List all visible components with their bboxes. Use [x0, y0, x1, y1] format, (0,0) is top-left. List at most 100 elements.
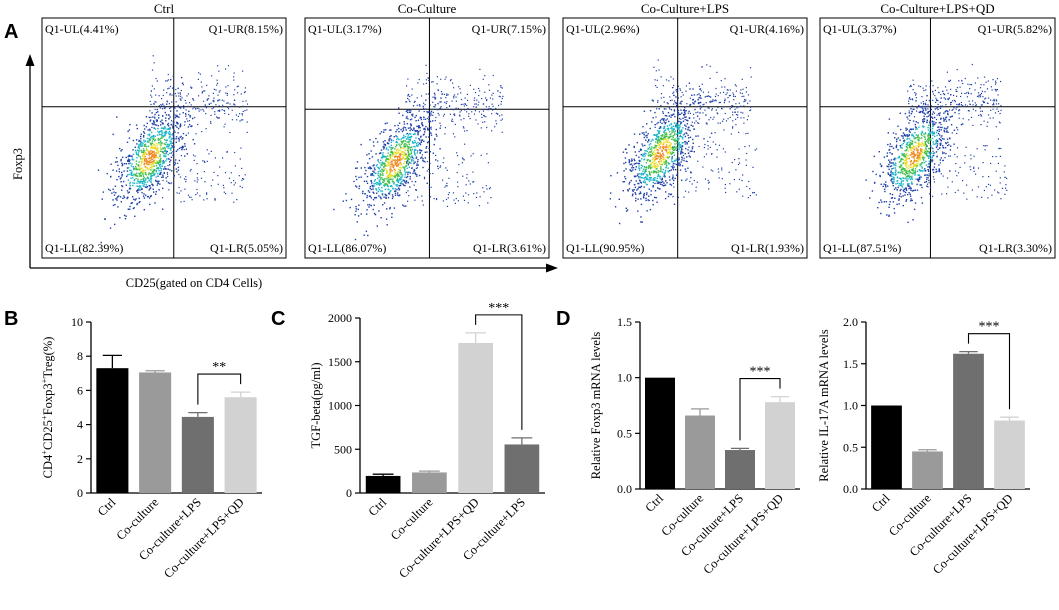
y-tick-label: 2	[77, 452, 83, 466]
y-tick-label: 1500	[328, 355, 352, 369]
category-label: Ctrl	[95, 495, 119, 519]
quadrant-ll-label: Q1-LL(90.95%)	[566, 241, 644, 255]
flow-y-axis-label: Foxp3	[11, 148, 25, 180]
y-tick-label: 8	[77, 349, 83, 363]
category-label: Co-culture	[388, 495, 436, 543]
y-tick-label: 500	[334, 442, 352, 456]
flow-plot-4: Co-Culture+LPS+QD Q1-UL(3.37%) Q1-UR(5.82%…	[819, 1, 1056, 259]
y-tick-label: 1.5	[843, 357, 858, 371]
bar-chart-4: 0.0 0.5 1.0 1.5 2.0 Relative IL-17A mRNA leve…	[817, 315, 1030, 577]
quadrant-ul-label: Q1-UL(3.17%)	[308, 22, 382, 36]
y-tick-label: 1000	[328, 399, 352, 413]
bar	[645, 377, 675, 489]
bar	[139, 372, 172, 493]
quadrant-ul-label: Q1-UL(4.41%)	[45, 22, 119, 36]
flow-cytometry-panel: Foxp3 CD25(gated on CD4 Cells) Ctrl Q1-UL…	[11, 1, 1056, 290]
y-axis-label: Relative IL-17A mRNA levels	[817, 329, 831, 482]
flow-plot-frame	[41, 17, 287, 259]
flow-plot-1: Ctrl Q1-UL(4.41%) Q1-UR(8.15%) Q1-LL(82.39%…	[41, 1, 287, 259]
significance-bracket	[197, 373, 242, 405]
event-density-cloud	[865, 63, 1008, 223]
bar	[504, 444, 540, 493]
bar	[994, 420, 1025, 489]
quadrant-ur-label: Q1-UR(4.16%)	[730, 22, 804, 36]
y-tick-label: 0	[346, 486, 352, 500]
y-axis-label: TGF-beta(pg/ml)	[309, 362, 323, 448]
y-axis-label: Relative Foxp3 mRNA levels	[589, 332, 603, 480]
bar	[953, 353, 984, 489]
quadrant-lr-label: Q1-LR(1.93%)	[731, 241, 804, 255]
quadrant-ul-label: Q1-UL(3.37%)	[823, 22, 897, 36]
bar	[181, 416, 214, 493]
quadrant-ll-label: Q1-LL(86.07%)	[308, 241, 386, 255]
flow-plot-title: Ctrl	[154, 1, 175, 16]
flow-plot-title: Co-Culture+LPS	[641, 1, 729, 16]
panel-letter-c: C	[271, 308, 285, 330]
bar	[365, 475, 401, 493]
bar-chart-1: 0 2 4 6 8 10 CD4+CD25+Foxp3+Treg(%) Ctrl Co-cult…	[39, 315, 262, 581]
category-label: Ctrl	[869, 491, 893, 515]
quadrant-ll-label: Q1-LL(82.39%)	[45, 241, 123, 255]
bar	[412, 472, 447, 493]
flow-plot-frame	[304, 17, 550, 259]
bar	[224, 397, 257, 493]
bar	[458, 342, 493, 493]
quadrant-lr-label: Q1-LR(3.30%)	[979, 241, 1052, 255]
quadrant-ur-label: Q1-UR(5.82%)	[978, 22, 1052, 36]
y-tick-label: 0.5	[617, 426, 632, 440]
bar	[871, 405, 902, 489]
y-tick-label: 0.5	[843, 440, 858, 454]
significance-bracket	[967, 333, 1011, 410]
bar	[765, 402, 795, 489]
y-tick-label: 1.5	[617, 315, 632, 329]
bar	[725, 450, 755, 489]
flow-plot-title: Co-Culture	[398, 1, 457, 16]
y-tick-label: 10	[71, 315, 83, 329]
y-tick-label: 1.0	[843, 399, 858, 413]
y-tick-label: 6	[77, 383, 83, 397]
category-label: Co-culture+LPS+QD	[930, 491, 1016, 577]
flow-y-arrowhead-icon	[25, 54, 35, 66]
y-tick-label: 0	[77, 486, 83, 500]
quadrant-lr-label: Q1-LR(5.05%)	[210, 241, 283, 255]
quadrant-ll-label: Q1-LL(87.51%)	[823, 241, 901, 255]
bar-chart-2: 0 500 1000 1500 2000 TGF-beta(pg/ml) CtrlCo-cu…	[309, 301, 545, 581]
significance-bracket	[739, 378, 781, 441]
panel-letter-a: A	[4, 21, 18, 43]
flow-plot-frame	[562, 17, 808, 259]
quadrant-ur-label: Q1-UR(8.15%)	[209, 22, 283, 36]
quadrant-lr-label: Q1-LR(3.61%)	[473, 241, 546, 255]
event-density-cloud	[609, 59, 758, 225]
significance-label: **	[212, 360, 226, 375]
significance-label: ***	[750, 365, 771, 380]
flow-plot-2: Co-Culture Q1-UL(3.17%) Q1-UR(7.15%) Q1-LL(…	[304, 1, 550, 259]
category-label: Ctrl	[366, 495, 390, 519]
event-density-cloud	[333, 64, 504, 241]
category-label: Co-culture+LPS+QD	[396, 495, 482, 581]
bar	[685, 415, 715, 489]
bar	[912, 451, 943, 489]
event-density-cloud	[97, 55, 249, 244]
panel-letter-d: D	[556, 308, 570, 330]
flow-x-arrowhead-icon	[546, 263, 558, 273]
significance-label: ***	[488, 301, 509, 316]
y-tick-label: 4	[77, 418, 83, 432]
flow-plot-title: Co-Culture+LPS+QD	[880, 1, 994, 16]
quadrant-ul-label: Q1-UL(2.96%)	[566, 22, 640, 36]
y-tick-label: 0.0	[617, 482, 632, 496]
category-label: Co-culture+LPS+QD	[161, 495, 247, 581]
y-tick-label: 0.0	[843, 482, 858, 496]
panel-letter-b: B	[4, 308, 18, 330]
significance-label: ***	[979, 320, 1000, 335]
bar-chart-3: 0.0 0.5 1.0 1.5 Relative Foxp3 mRNA levels Ct…	[589, 315, 800, 577]
category-label: Co-culture+LPS+QD	[700, 491, 786, 577]
bar	[96, 368, 129, 493]
flow-plot-frame	[819, 17, 1056, 259]
category-label: Ctrl	[642, 491, 666, 515]
y-tick-label: 2000	[328, 311, 352, 325]
y-axis-label: CD4+CD25+Foxp3+Treg(%)	[39, 337, 55, 479]
significance-bracket	[475, 314, 523, 430]
quadrant-ur-label: Q1-UR(7.15%)	[472, 22, 546, 36]
